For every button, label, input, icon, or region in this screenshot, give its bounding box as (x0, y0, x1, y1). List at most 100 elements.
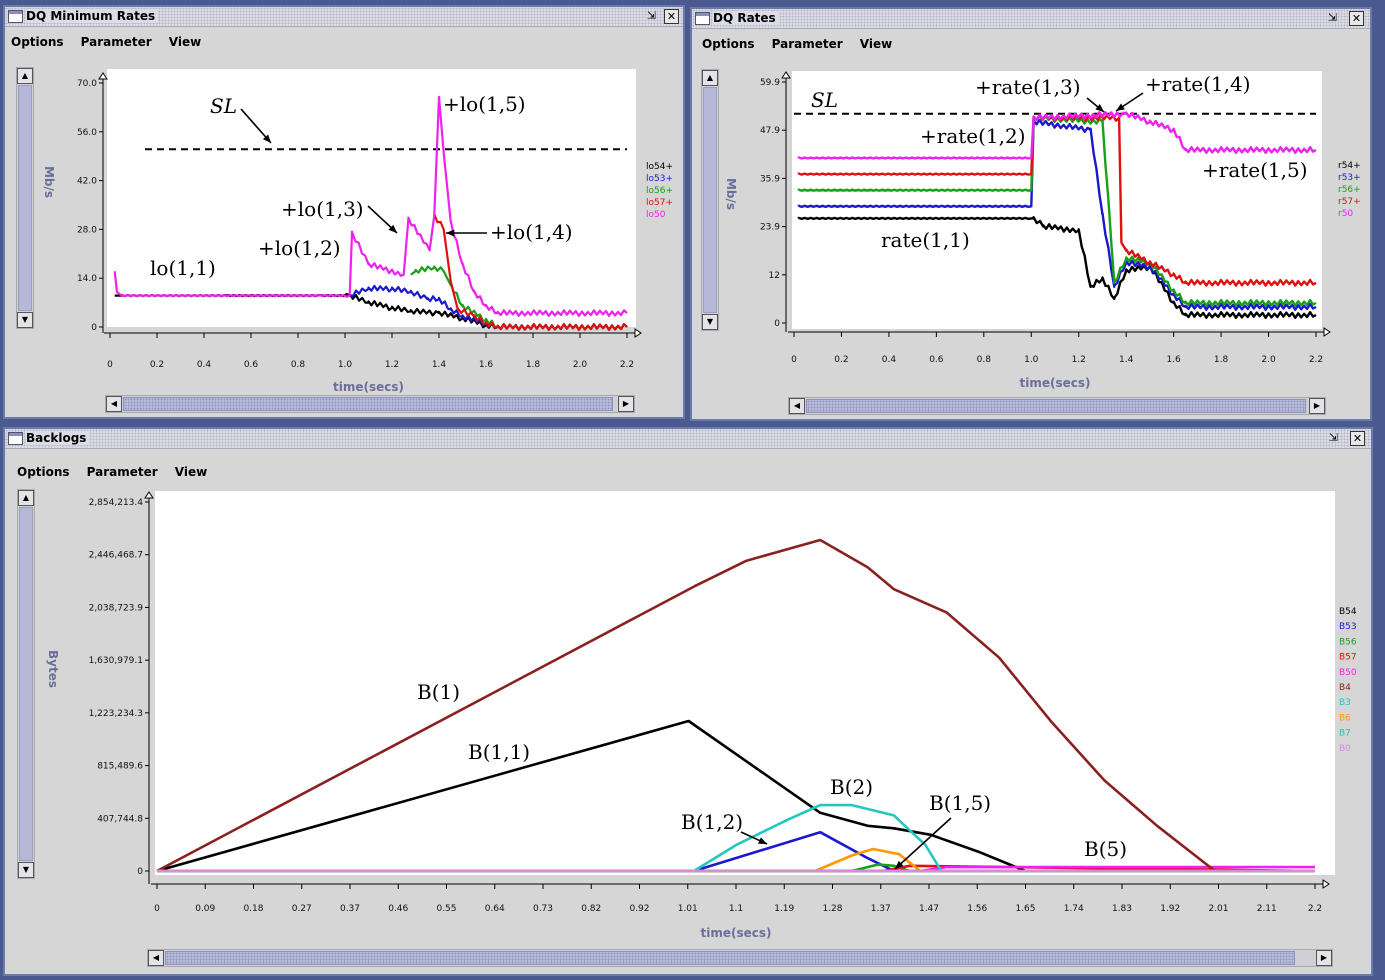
annotation-b-1-2: B(1,2) (681, 810, 743, 834)
x-tick-label: 1.0 (1024, 355, 1039, 365)
close-icon[interactable]: ✕ (1350, 431, 1365, 446)
annotation-sl: SL (811, 88, 838, 112)
x-tick-label: 1.19 (774, 904, 794, 914)
x-tick-label: 1.8 (526, 360, 541, 370)
annotation-b-1-5: B(1,5) (929, 791, 991, 815)
restore-icon[interactable]: ⇲ (1328, 431, 1339, 444)
y-tick-label: 28.0 (77, 225, 97, 235)
x-tick-label: 1.2 (1072, 355, 1086, 365)
x-tick-label: 0.2 (834, 355, 848, 365)
menu-view[interactable]: View (174, 465, 208, 479)
scroll-right-icon[interactable]: ▶ (1316, 950, 1332, 966)
restore-icon[interactable]: ⇲ (646, 9, 657, 22)
x-tick-label: 0.6 (244, 360, 259, 370)
annotation-b-1: B(1) (417, 680, 460, 704)
restore-icon[interactable]: ⇲ (1327, 11, 1338, 24)
scroll-up-icon[interactable]: ▲ (702, 70, 718, 86)
series-line (797, 111, 1317, 160)
scroll-right-icon[interactable]: ▶ (618, 396, 634, 412)
y-axis-arrow-icon (144, 491, 154, 499)
x-tick-label: 1.4 (432, 360, 447, 370)
x-tick-label: 1.37 (871, 904, 891, 914)
legend-item: r56+ (1338, 185, 1361, 195)
title-bar[interactable]: DQ Rates ⇲ ✕ (692, 9, 1370, 29)
annotation-lo-1-4: +lo(1,4) (490, 220, 573, 244)
legend-item: lo57+ (646, 198, 673, 208)
x-axis-label: time(secs) (333, 380, 404, 394)
menu-view[interactable]: View (859, 37, 893, 51)
legend-item: B56 (1339, 637, 1357, 647)
x-tick-label: 1.6 (479, 360, 494, 370)
y-tick-label: 14.0 (77, 274, 97, 284)
vertical-scrollbar[interactable]: ▲ ▼ (17, 489, 35, 879)
y-axis-arrow-icon (781, 71, 791, 79)
x-tick-label: 0.92 (629, 904, 649, 914)
x-tick-label: 1.83 (1112, 904, 1132, 914)
legend-item: lo53+ (646, 174, 673, 184)
legend-item: lo56+ (646, 186, 673, 196)
x-tick-label: 0.55 (436, 904, 456, 914)
menu-view[interactable]: View (168, 35, 202, 49)
menu-parameter[interactable]: Parameter (86, 465, 158, 479)
legend-item: r50 (1338, 209, 1353, 219)
scroll-thumb[interactable] (165, 951, 1295, 965)
menu-parameter[interactable]: Parameter (771, 37, 843, 51)
legend-item: lo50 (646, 210, 666, 220)
scroll-right-icon[interactable]: ▶ (1309, 398, 1325, 414)
plot-area (107, 69, 636, 327)
x-tick-label: 0 (791, 355, 797, 365)
annotation-b-5: B(5) (1084, 837, 1127, 861)
x-tick-label: 1.8 (1214, 355, 1229, 365)
menu-options[interactable]: Options (17, 465, 70, 479)
legend-item: B3 (1339, 698, 1351, 708)
x-tick-label: 2.01 (1208, 904, 1228, 914)
scroll-down-icon[interactable]: ▼ (702, 314, 718, 330)
menu-options[interactable]: Options (702, 37, 755, 51)
y-tick-label: 0 (774, 319, 780, 329)
scroll-thumb[interactable] (19, 507, 33, 861)
legend-item: B4 (1339, 683, 1351, 693)
close-icon[interactable]: ✕ (664, 9, 679, 24)
x-axis-label: time(secs) (1020, 376, 1091, 390)
menu-parameter[interactable]: Parameter (80, 35, 152, 49)
horizontal-scrollbar[interactable]: ◀ ▶ (105, 395, 635, 413)
scroll-down-icon[interactable]: ▼ (18, 862, 34, 878)
menu-options[interactable]: Options (11, 35, 64, 49)
scroll-thumb[interactable] (806, 399, 1306, 413)
x-tick-label: 1.6 (1166, 355, 1181, 365)
title-bar[interactable]: Backlogs ⇲ ✕ (5, 429, 1371, 449)
plot-area (155, 491, 1335, 875)
scroll-thumb[interactable] (123, 397, 613, 411)
minimum-rates-chart: 70.0 56.0 42.0 28.0 14.0 0 0 0.2 0.4 0.6 0.8 1.0 1.2… (42, 69, 673, 394)
menu-bar: Options Parameter View (702, 33, 904, 51)
x-tick-label: 1.74 (1064, 904, 1084, 914)
y-axis-label: Mb/s (42, 166, 56, 198)
y-tick-label: 1,630,979.1 (89, 656, 143, 666)
title-bar[interactable]: DQ Minimum Rates ⇲ ✕ (5, 7, 683, 27)
y-axis-arrow-icon (98, 72, 108, 80)
x-tick-label: 2.0 (573, 360, 588, 370)
y-tick-label: 815,489.6 (97, 762, 143, 772)
legend-item: B57 (1339, 653, 1357, 663)
y-tick-label: 1,223,234.3 (89, 709, 143, 719)
series-line (157, 803, 1315, 873)
x-tick-label: 0.09 (195, 904, 215, 914)
dq-minimum-rates-window: DQ Minimum Rates ⇲ ✕ Options Parameter V… (3, 5, 685, 419)
legend-item: B53 (1339, 622, 1357, 632)
scroll-up-icon[interactable]: ▲ (18, 490, 34, 506)
scroll-up-icon[interactable]: ▲ (17, 68, 33, 84)
vertical-scrollbar[interactable]: ▲ ▼ (701, 69, 719, 331)
scroll-left-icon[interactable]: ◀ (106, 396, 122, 412)
scroll-thumb[interactable] (18, 85, 32, 311)
scroll-left-icon[interactable]: ◀ (148, 950, 164, 966)
horizontal-scrollbar[interactable]: ◀ ▶ (147, 949, 1333, 967)
vertical-scrollbar[interactable]: ▲ ▼ (16, 67, 34, 329)
scroll-thumb[interactable] (703, 87, 717, 313)
scroll-down-icon[interactable]: ▼ (17, 312, 33, 328)
x-tick-label: 1.2 (385, 360, 399, 370)
annotation-arrow (894, 817, 952, 870)
close-icon[interactable]: ✕ (1349, 11, 1364, 26)
horizontal-scrollbar[interactable]: ◀ ▶ (788, 397, 1326, 415)
scroll-left-icon[interactable]: ◀ (789, 398, 805, 414)
x-tick-label: 1.0 (338, 360, 353, 370)
